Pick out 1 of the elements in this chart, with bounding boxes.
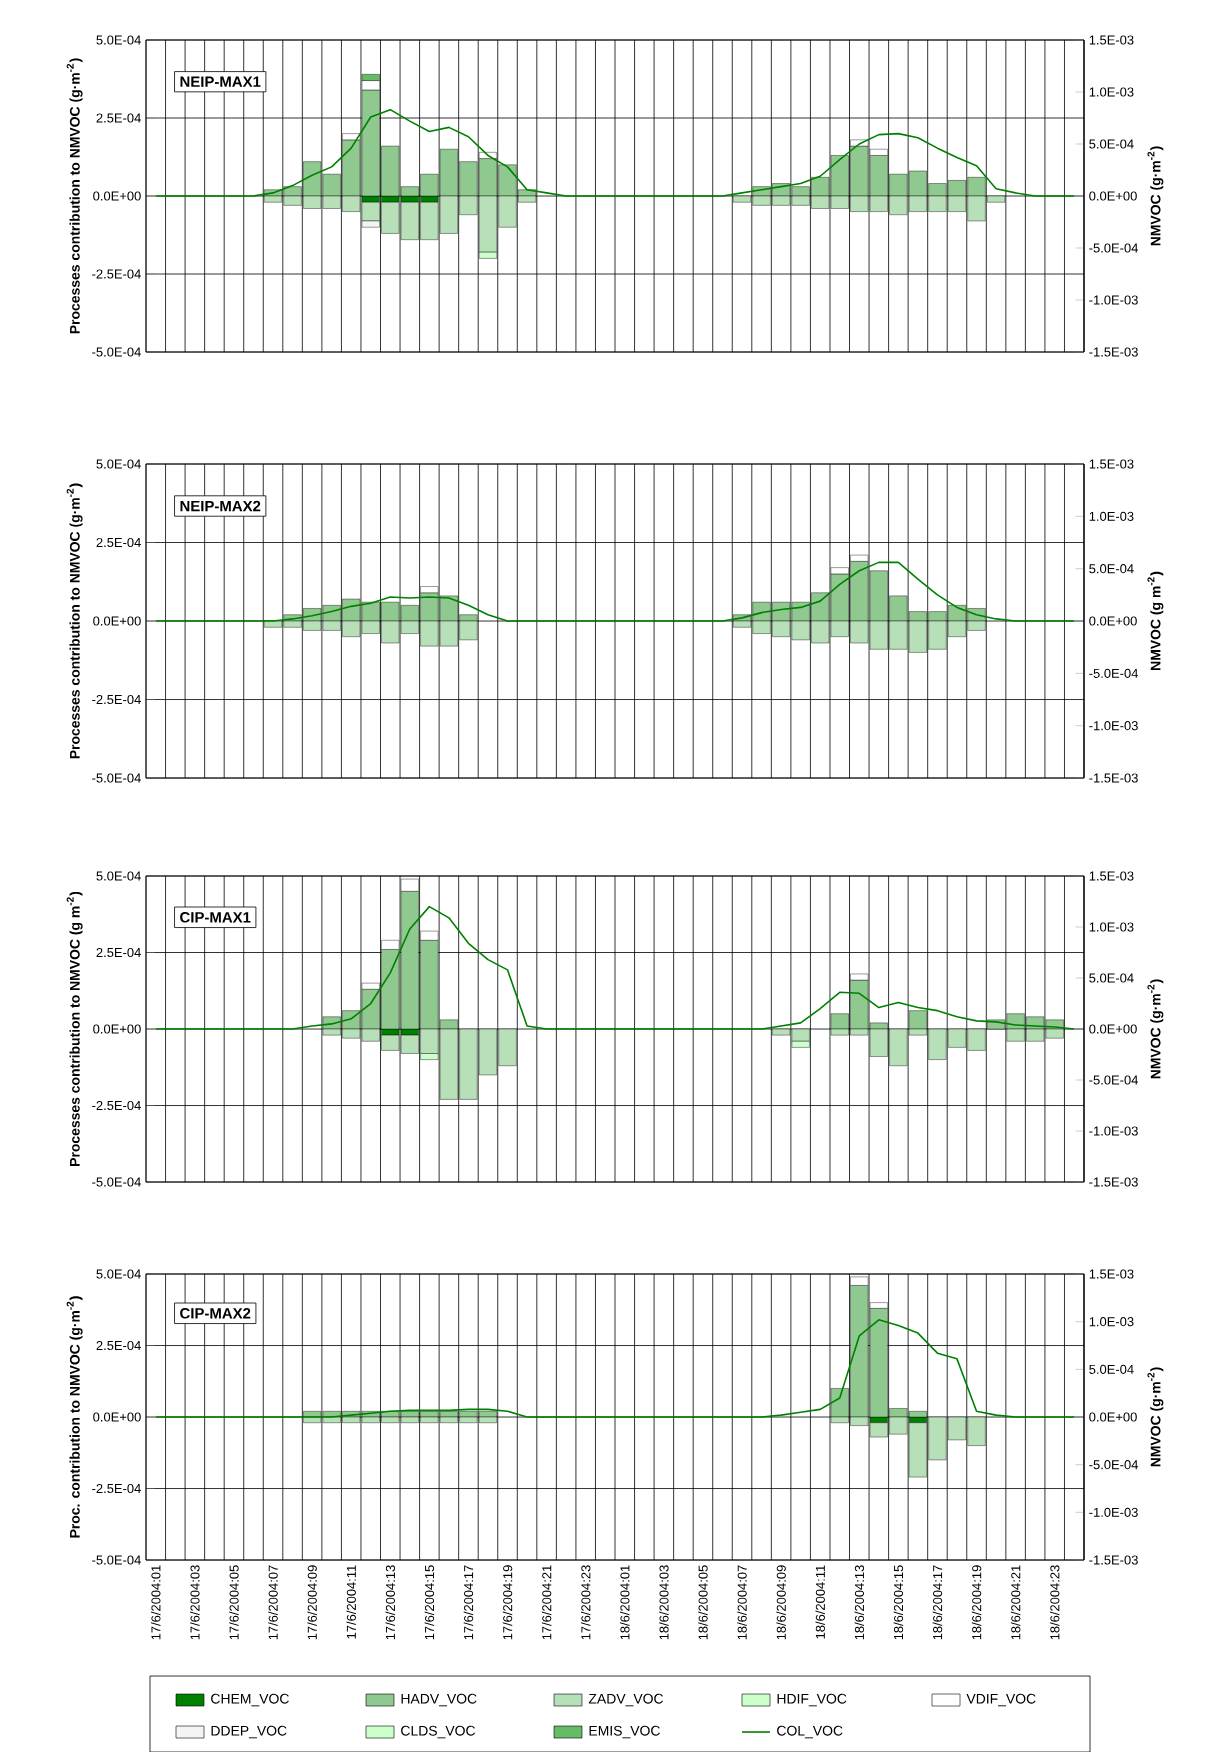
bar: [908, 1010, 927, 1030]
